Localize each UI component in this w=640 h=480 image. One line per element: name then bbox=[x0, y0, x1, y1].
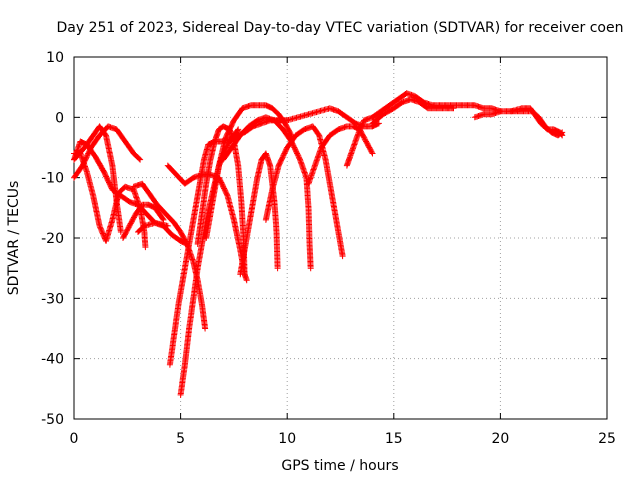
series-track-12 bbox=[203, 102, 295, 241]
x-tick-label: 25 bbox=[598, 431, 616, 447]
y-axis-label: SDTVAR / TECUs bbox=[6, 181, 22, 296]
y-tick-label: -10 bbox=[41, 171, 64, 187]
y-tick-label: -40 bbox=[41, 352, 64, 368]
series-track-21 bbox=[508, 105, 566, 139]
data-point-markers bbox=[508, 105, 566, 139]
x-axis-label: GPS time / hours bbox=[281, 458, 398, 474]
series-track-17 bbox=[273, 105, 382, 130]
data-point-markers bbox=[135, 219, 171, 235]
series-track-6 bbox=[135, 219, 171, 235]
axis-ticks: 0 5 10 15 20 25 -50 -40 -30 -20 -10 0 10 bbox=[41, 50, 616, 447]
x-tick-label: 10 bbox=[278, 431, 296, 447]
y-tick-label: -20 bbox=[41, 231, 64, 247]
chart-title: Day 251 of 2023, Sidereal Day-to-day VTE… bbox=[57, 20, 624, 36]
data-points bbox=[71, 90, 566, 398]
data-point-markers bbox=[220, 114, 314, 272]
series-track-18 bbox=[343, 90, 504, 169]
series-track-5 bbox=[120, 201, 167, 241]
x-tick-label: 15 bbox=[385, 431, 403, 447]
data-point-markers bbox=[203, 102, 295, 241]
data-point-markers bbox=[343, 90, 504, 169]
series-track-19 bbox=[369, 96, 457, 127]
data-point-markers bbox=[273, 105, 382, 130]
data-point-markers bbox=[369, 96, 457, 127]
y-tick-label: -30 bbox=[41, 291, 64, 307]
y-tick-label: -50 bbox=[41, 412, 64, 428]
data-point-markers bbox=[71, 123, 144, 181]
grid-lines bbox=[74, 57, 607, 419]
x-tick-label: 20 bbox=[491, 431, 509, 447]
series-track-14 bbox=[220, 114, 314, 272]
x-tick-label: 5 bbox=[176, 431, 185, 447]
series-track-2 bbox=[71, 123, 144, 181]
y-tick-label: 0 bbox=[55, 110, 64, 126]
x-tick-label: 0 bbox=[70, 431, 79, 447]
data-point-markers bbox=[120, 201, 167, 241]
y-tick-label: 10 bbox=[46, 50, 64, 66]
